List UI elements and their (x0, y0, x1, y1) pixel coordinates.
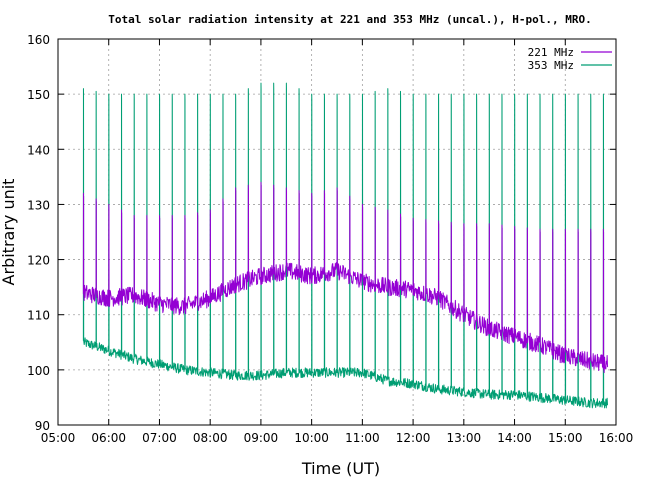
axis-ticks: 05:00 06:00 07:00 08:00 09:00 10:00 11:00 12:00… (27, 33, 633, 445)
x-tick-label: 10:00 (294, 431, 329, 445)
series-line-221-mhz (82, 181, 609, 374)
y-tick-label: 110 (27, 309, 50, 323)
x-tick-label: 08:00 (193, 431, 228, 445)
chart-title: Total solar radiation intensity at 221 a… (108, 13, 591, 26)
x-tick-label: 12:00 (396, 431, 431, 445)
y-tick-label: 150 (27, 88, 50, 102)
x-tick-label: 06:00 (91, 431, 126, 445)
x-tick-label: 14:00 (497, 431, 532, 445)
x-tick-label: 16:00 (599, 431, 634, 445)
y-tick-label: 100 (27, 364, 50, 378)
legend-label: 221 MHz (528, 46, 574, 59)
y-tick-label: 120 (27, 254, 50, 268)
y-tick-label: 90 (35, 419, 50, 433)
x-tick-label: 05:00 (41, 431, 76, 445)
x-tick-label: 09:00 (244, 431, 279, 445)
x-tick-label: 13:00 (447, 431, 482, 445)
x-tick-label: 15:00 (548, 431, 583, 445)
legend-label: 353 MHz (528, 59, 574, 72)
plot-frame (57, 38, 617, 426)
y-axis-label: Arbitrary unit (0, 179, 18, 286)
series-line-353-mhz (82, 82, 609, 409)
y-tick-label: 160 (27, 33, 50, 47)
series-layer (82, 82, 609, 409)
y-tick-label: 140 (27, 143, 50, 157)
x-tick-label: 11:00 (345, 431, 380, 445)
x-axis-label: Time (UT) (301, 459, 380, 478)
y-tick-label: 130 (27, 198, 50, 212)
x-tick-label: 07:00 (142, 431, 177, 445)
